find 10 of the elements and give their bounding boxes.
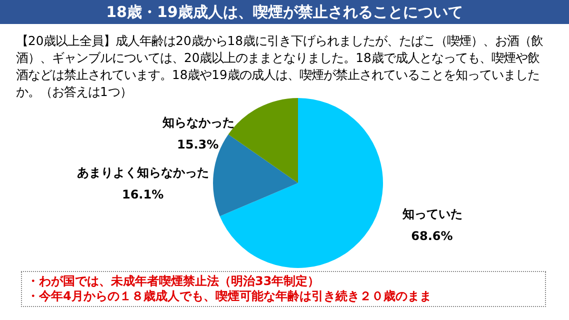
chart-subtitle: 【20歳以上全員】成人年齢は20歳から18歳に引き下げられましたが、たばこ（喫煙）、お酒（飲酒）、ギャンブルについては、20歳以上のままとなりました。18歳で成人となっても、喫煙や飲酒などは禁止されています。18歳や19歳の成人は、喫煙が禁止されていることを知っていましたか。（お答えは1つ）	[16, 33, 544, 101]
text: ・今年4月からの１８歳成人でも、喫煙可能な年齢は引き続き２０歳のまま	[27, 289, 432, 304]
chart-title: 18歳・19歳成人は、喫煙が禁止されることについて	[0, 0, 569, 24]
slice-label: 知らなかった	[161, 115, 234, 130]
text: ・わが国では、未成年者喫煙禁止法（明治33年制定）	[27, 274, 321, 289]
slice-label: 知っていた	[401, 207, 462, 222]
data-label: 68.6%	[411, 229, 453, 244]
data-label: 16.1%	[122, 187, 164, 202]
slice-label: あまりよく知らなかった	[76, 165, 209, 180]
data-label: 15.3%	[177, 137, 219, 152]
